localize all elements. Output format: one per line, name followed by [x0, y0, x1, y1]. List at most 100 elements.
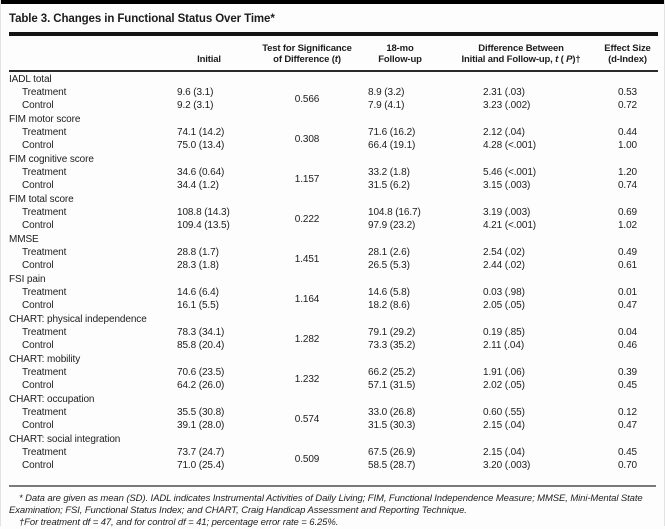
row-label: Treatment — [22, 167, 67, 178]
footnote-section: * Data are given as mean (SD). IADL indi… — [9, 485, 656, 529]
test-significance-value: 1.164 — [294, 293, 320, 305]
data-row: Treatment 108.8 (14.3) 0.222 104.8 (16.7… — [9, 206, 658, 225]
effect-size-value: 0.70 — [617, 460, 638, 471]
page-top-rule — [1, 0, 664, 4]
data-row: Treatment 73.7 (24.7) 0.509 67.5 (26.9) … — [9, 446, 658, 465]
initial-value: 16.1 (5.5) — [177, 300, 219, 311]
difference-value: 0.60 (.55) — [483, 407, 525, 418]
group-label: FIM motor score — [9, 114, 81, 125]
row-label: Control — [22, 420, 54, 431]
difference-value: 2.54 (.02) — [483, 247, 525, 258]
difference-value: 0.03 (.98) — [483, 287, 525, 298]
effect-size-value: 0.72 — [617, 100, 638, 111]
data-row: Treatment 28.8 (1.7) 1.451 28.1 (2.6) 2.… — [9, 246, 658, 265]
initial-value: 73.7 (24.7) — [177, 447, 225, 458]
data-row: Treatment 9.6 (3.1) 0.566 8.9 (3.2) 2.31… — [9, 86, 658, 105]
row-label: Treatment — [22, 127, 67, 138]
difference-value: 2.02 (.05) — [483, 380, 525, 391]
effect-size-value: 0.49 — [617, 247, 638, 258]
row-label: Control — [22, 100, 54, 111]
footnote-degrees-of-freedom: †For treatment df = 47, and for control … — [19, 517, 339, 528]
group-label: IADL total — [9, 74, 52, 85]
group-label: MMSE — [9, 234, 39, 245]
difference-value: 4.28 (<.001) — [483, 140, 537, 151]
row-label: Control — [22, 340, 54, 351]
followup-value: 28.1 (2.6) — [368, 247, 410, 258]
followup-value: 31.5 (6.2) — [368, 180, 410, 191]
initial-value: 28.3 (1.8) — [177, 260, 219, 271]
effect-size-value: 0.61 — [617, 260, 638, 271]
difference-value: 2.44 (.02) — [483, 260, 525, 271]
initial-value: 9.2 (3.1) — [177, 100, 214, 111]
followup-value: 7.9 (4.1) — [368, 100, 405, 111]
table-header: Initial Test for Significance of Differe… — [9, 34, 658, 72]
initial-value: 35.5 (30.8) — [177, 407, 225, 418]
initial-value: 85.8 (20.4) — [177, 340, 225, 351]
difference-value: 3.15 (.003) — [483, 180, 531, 191]
column-header-effect-size: Effect Size (d-Index) — [597, 34, 658, 72]
difference-value: 2.12 (.04) — [483, 127, 525, 138]
difference-value: 0.19 (.85) — [483, 327, 525, 338]
followup-value: 79.1 (29.2) — [368, 327, 416, 338]
difference-value: 2.15 (.04) — [483, 447, 525, 458]
difference-value: 2.31 (.03) — [483, 87, 525, 98]
data-row: Treatment 78.3 (34.1) 1.282 79.1 (29.2) … — [9, 326, 658, 345]
initial-value: 108.8 (14.3) — [177, 207, 230, 218]
initial-value: 78.3 (34.1) — [177, 327, 225, 338]
effect-size-value: 0.12 — [617, 407, 638, 418]
functional-status-table: Initial Test for Significance of Differe… — [9, 32, 658, 472]
data-row: Treatment 35.5 (30.8) 0.574 33.0 (26.8) … — [9, 406, 658, 425]
row-label: Control — [22, 260, 54, 271]
difference-value: 2.15 (.04) — [483, 420, 525, 431]
group-label: CHART: physical independence — [9, 314, 147, 325]
column-header-test-significance: Test for Significance of Difference (t) — [259, 34, 355, 72]
table-title: Table 3. Changes in Functional Status Ov… — [9, 13, 275, 25]
footnote-data-definition: * Data are given as mean (SD). IADL indi… — [9, 493, 643, 516]
followup-value: 66.2 (25.2) — [368, 367, 416, 378]
initial-value: 34.4 (1.2) — [177, 180, 219, 191]
data-row: Treatment 70.6 (23.5) 1.232 66.2 (25.2) … — [9, 366, 658, 385]
initial-value: 64.2 (26.0) — [177, 380, 225, 391]
followup-value: 104.8 (16.7) — [368, 207, 421, 218]
initial-value: 39.1 (28.0) — [177, 420, 225, 431]
group-label: CHART: mobility — [9, 354, 81, 365]
followup-value: 33.0 (26.8) — [368, 407, 416, 418]
followup-value: 26.5 (5.3) — [368, 260, 410, 271]
column-header-difference: Difference Between Initial and Follow-up… — [445, 34, 597, 72]
row-label: Control — [22, 380, 54, 391]
effect-size-value: 1.20 — [617, 167, 638, 178]
followup-value: 8.9 (3.2) — [368, 87, 405, 98]
column-header-initial: Initial — [159, 34, 259, 72]
initial-value: 9.6 (3.1) — [177, 87, 214, 98]
followup-value: 73.3 (35.2) — [368, 340, 416, 351]
row-label: Treatment — [22, 287, 67, 298]
row-label: Control — [22, 460, 54, 471]
row-label: Treatment — [22, 447, 67, 458]
group-row: CHART: occupation — [9, 392, 658, 406]
row-label: Treatment — [22, 407, 67, 418]
initial-value: 75.0 (13.4) — [177, 140, 225, 151]
effect-size-value: 0.04 — [617, 327, 638, 338]
effect-size-value: 0.53 — [617, 87, 638, 98]
data-row: Control 75.0 (13.4) 66.4 (19.1) 4.28 (<.… — [9, 139, 658, 152]
test-significance-value: 0.509 — [294, 453, 320, 465]
group-label: CHART: occupation — [9, 394, 95, 405]
difference-value: 1.91 (.06) — [483, 367, 525, 378]
row-label: Treatment — [22, 207, 67, 218]
followup-value: 58.5 (28.7) — [368, 460, 416, 471]
difference-value: 5.46 (<.001) — [483, 167, 537, 178]
followup-value: 97.9 (23.2) — [368, 220, 416, 231]
group-label: FIM total score — [9, 194, 74, 205]
initial-value: 14.6 (6.4) — [177, 287, 219, 298]
effect-size-value: 0.45 — [617, 447, 638, 458]
data-row: Control 16.1 (5.5) 18.2 (8.6) 2.05 (.05)… — [9, 299, 658, 312]
followup-value: 66.4 (19.1) — [368, 140, 416, 151]
row-label: Control — [22, 140, 54, 151]
effect-size-value: 0.01 — [617, 287, 638, 298]
test-significance-value: 0.574 — [294, 413, 320, 425]
data-row: Control 85.8 (20.4) 73.3 (35.2) 2.11 (.0… — [9, 339, 658, 352]
difference-value: 2.11 (.04) — [483, 340, 525, 351]
effect-size-value: 0.46 — [617, 340, 638, 351]
row-label: Treatment — [22, 367, 67, 378]
followup-value: 14.6 (5.8) — [368, 287, 410, 298]
